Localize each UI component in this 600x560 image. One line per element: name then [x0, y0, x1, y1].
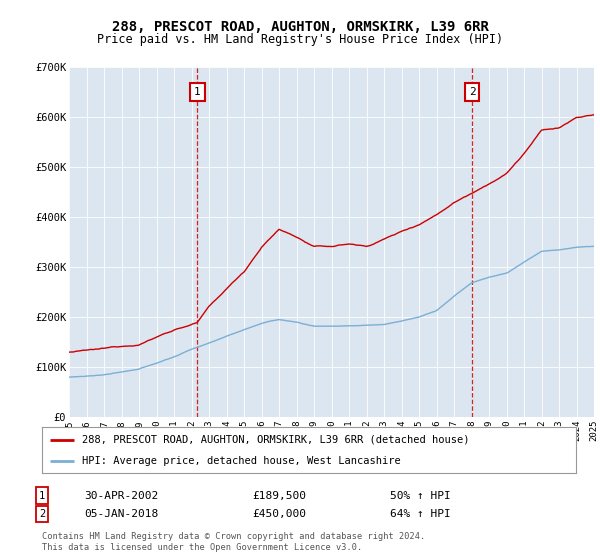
Text: HPI: Average price, detached house, West Lancashire: HPI: Average price, detached house, West…	[82, 456, 401, 466]
Text: 1: 1	[39, 491, 45, 501]
Text: 288, PRESCOT ROAD, AUGHTON, ORMSKIRK, L39 6RR: 288, PRESCOT ROAD, AUGHTON, ORMSKIRK, L3…	[112, 20, 488, 34]
Text: 64% ↑ HPI: 64% ↑ HPI	[390, 509, 451, 519]
Text: 05-JAN-2018: 05-JAN-2018	[84, 509, 158, 519]
Text: Price paid vs. HM Land Registry's House Price Index (HPI): Price paid vs. HM Land Registry's House …	[97, 32, 503, 46]
Text: 288, PRESCOT ROAD, AUGHTON, ORMSKIRK, L39 6RR (detached house): 288, PRESCOT ROAD, AUGHTON, ORMSKIRK, L3…	[82, 435, 470, 445]
Text: Contains HM Land Registry data © Crown copyright and database right 2024.
This d: Contains HM Land Registry data © Crown c…	[42, 533, 425, 552]
Text: 1: 1	[194, 87, 200, 97]
Text: £450,000: £450,000	[252, 509, 306, 519]
Text: £189,500: £189,500	[252, 491, 306, 501]
Text: 50% ↑ HPI: 50% ↑ HPI	[390, 491, 451, 501]
Text: 30-APR-2002: 30-APR-2002	[84, 491, 158, 501]
Text: 2: 2	[39, 509, 45, 519]
Text: 2: 2	[469, 87, 475, 97]
